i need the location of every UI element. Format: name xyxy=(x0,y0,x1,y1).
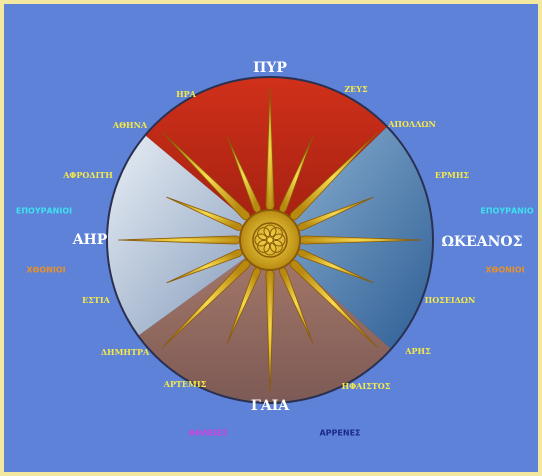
god-label: ΗΦΑΙΣΤΟΣ xyxy=(342,381,391,391)
god-label: ΕΣΤΙΑ xyxy=(82,295,110,305)
god-label: ΑΡΗΣ xyxy=(404,346,431,356)
god-label: ΑΦΡΟΔΙΤΗ xyxy=(62,170,113,180)
god-label: ΑΘΗΝΑ xyxy=(112,120,148,130)
sun-center xyxy=(240,210,300,270)
god-label: ΠΟΣΕΙΔΩΝ xyxy=(425,295,476,305)
gender-label: ΑΡΡΕΝΕΣ xyxy=(319,429,360,438)
god-label: ΖΕΥΣ xyxy=(344,84,368,94)
god-label: ΑΠΟΛΛΩΝ xyxy=(387,119,436,129)
god-label: ΕΡΜΗΣ xyxy=(435,170,470,180)
element-label: ΠΥΡ xyxy=(253,60,287,76)
gender-label: ΘΗΛΕΙΕΣ xyxy=(188,429,227,438)
wheel xyxy=(106,76,434,404)
diagram: ΠΥΡ ΑΗΡ ΩΚΕΑΝΟΣ ΓΑΙΑ ΗΡΑ ΖΕΥΣ ΑΘΗΝΑ ΑΠΟΛ… xyxy=(0,0,542,476)
god-label: ΗΡΑ xyxy=(176,89,197,99)
group-label: ΧΘΟΝΙΟΙ xyxy=(26,266,65,275)
god-label: ΔΗΜΗΤΡΑ xyxy=(101,347,150,357)
element-label: ΩΚΕΑΝΟΣ xyxy=(441,234,522,250)
element-label: ΑΗΡ xyxy=(72,232,108,248)
element-label: ΓΑΙΑ xyxy=(251,398,290,414)
god-label: ΑΡΤΕΜΙΣ xyxy=(163,379,207,389)
group-label: ΕΠΟΥΡΑΝΙΟΙ xyxy=(16,207,72,216)
group-label: ΧΘΟΝΙΟΙ xyxy=(485,266,524,275)
group-label: ΕΠΟΥΡΑΝΙΟ xyxy=(480,207,533,216)
